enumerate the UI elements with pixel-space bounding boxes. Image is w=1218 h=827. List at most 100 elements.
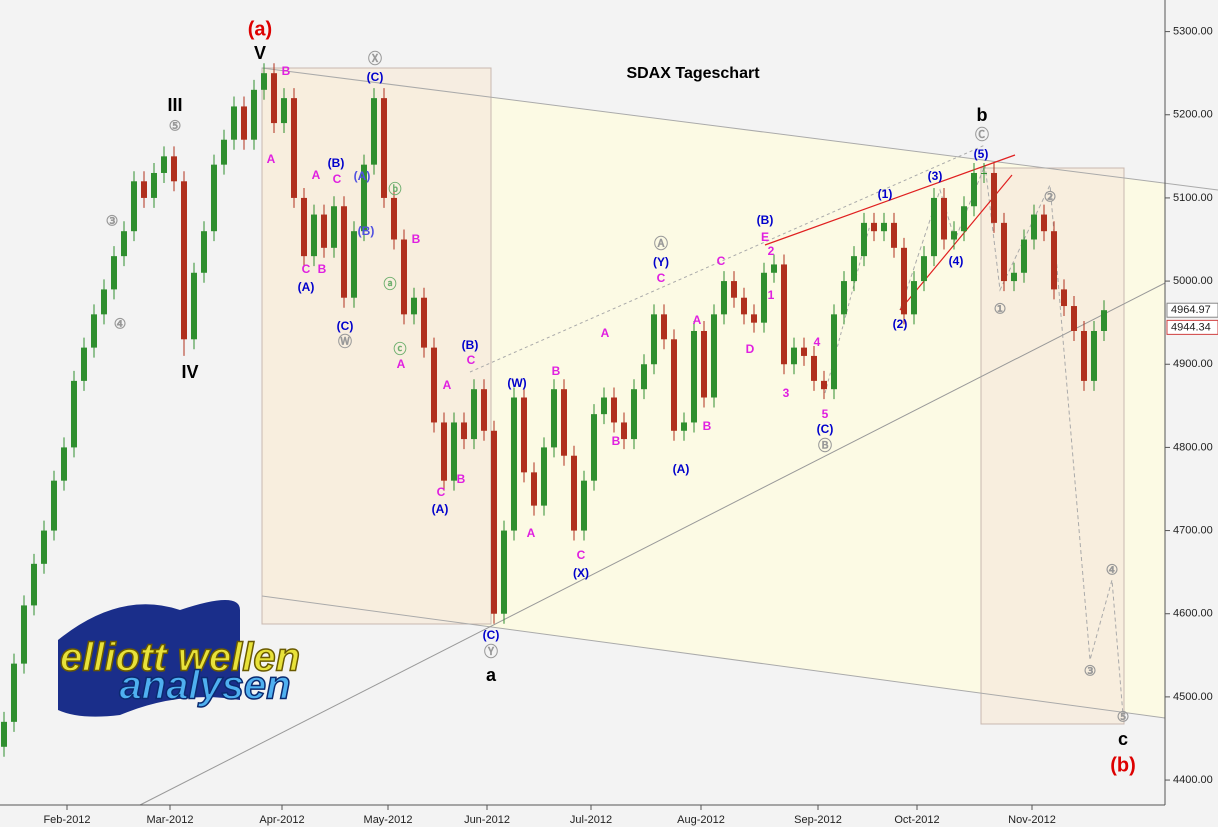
wave-label: Ⓦ bbox=[338, 334, 352, 350]
candle-body bbox=[131, 181, 137, 232]
candle-body bbox=[71, 380, 77, 448]
candle-body bbox=[101, 289, 107, 315]
wave-label: (2) bbox=[893, 317, 908, 331]
wave-label: C bbox=[333, 172, 342, 186]
wave-label: B bbox=[282, 64, 291, 78]
wave-label: E bbox=[761, 230, 769, 244]
wave-label: B bbox=[612, 434, 621, 448]
wave-label: A bbox=[267, 152, 276, 166]
wave-label: ③ bbox=[1084, 663, 1097, 679]
candle-body bbox=[61, 447, 67, 481]
y-tick-label: 5200.00 bbox=[1173, 109, 1213, 121]
wave-label: ④ bbox=[114, 316, 127, 332]
wave-label: (4) bbox=[949, 254, 964, 268]
candle-body bbox=[561, 389, 567, 456]
wave-label: D bbox=[746, 342, 755, 356]
candle-body bbox=[641, 364, 647, 390]
wave-label: B bbox=[552, 364, 561, 378]
x-tick-label: Jul-2012 bbox=[570, 814, 612, 826]
candle-body bbox=[41, 530, 47, 564]
candle-body bbox=[191, 272, 197, 340]
candle-body bbox=[861, 222, 867, 257]
candle-body bbox=[411, 297, 417, 315]
x-tick-label: Nov-2012 bbox=[1008, 814, 1056, 826]
wave-label: Ⓑ bbox=[818, 438, 832, 454]
candle-body bbox=[811, 355, 817, 381]
candle-body bbox=[521, 397, 527, 473]
wave-label: A bbox=[443, 378, 452, 392]
candle-body bbox=[1, 721, 7, 747]
candle-body bbox=[751, 314, 757, 323]
candle-body bbox=[1071, 306, 1077, 331]
wave-label: ⓒ bbox=[393, 341, 406, 356]
wave-label: B bbox=[412, 232, 421, 246]
wave-label: ① bbox=[994, 301, 1007, 317]
y-tick-label: 4700.00 bbox=[1173, 524, 1213, 536]
candle-body bbox=[501, 530, 507, 614]
wave-label: A bbox=[527, 526, 536, 540]
wave-label: (a) bbox=[248, 18, 272, 40]
candle-body bbox=[871, 222, 877, 232]
candle-body bbox=[391, 197, 397, 240]
y-tick-label: 4900.00 bbox=[1173, 358, 1213, 370]
wave-label: Ⓨ bbox=[484, 644, 498, 660]
candle-body bbox=[531, 472, 537, 506]
y-tick-label: 4400.00 bbox=[1173, 774, 1213, 786]
wave-label: ⓑ bbox=[388, 181, 401, 196]
candle-body bbox=[231, 106, 237, 140]
candle-body bbox=[491, 430, 497, 614]
candle-body bbox=[1011, 272, 1017, 282]
candle-body bbox=[91, 314, 97, 348]
candle-body bbox=[511, 397, 517, 531]
wave-label: (Y) bbox=[653, 255, 669, 269]
candle-body bbox=[961, 206, 967, 232]
candle-body bbox=[1021, 239, 1027, 273]
candle-body bbox=[241, 106, 247, 140]
logo: elliott wellen analysen bbox=[58, 600, 301, 717]
candle-body bbox=[901, 247, 907, 315]
wave-label: A bbox=[312, 168, 321, 182]
x-tick-label: Sep-2012 bbox=[794, 814, 842, 826]
wave-label: ③ bbox=[106, 213, 119, 229]
candle-body bbox=[81, 347, 87, 381]
channel-line bbox=[261, 67, 1218, 191]
wave-label: (W) bbox=[507, 376, 526, 390]
candle-body bbox=[921, 256, 927, 282]
candle-body bbox=[261, 73, 267, 90]
candle-body bbox=[551, 389, 557, 448]
candle-body bbox=[331, 206, 337, 248]
wave-label: C bbox=[717, 254, 726, 268]
wave-label: (A) bbox=[432, 502, 449, 516]
candle-body bbox=[221, 139, 227, 165]
x-tick-label: Apr-2012 bbox=[259, 814, 304, 826]
wave-label: III bbox=[167, 95, 182, 115]
candle-body bbox=[731, 281, 737, 298]
candle-body bbox=[741, 297, 747, 315]
logo-text: elliott wellen bbox=[60, 636, 300, 680]
candle-body bbox=[271, 73, 277, 124]
candle-body bbox=[1091, 330, 1097, 381]
candle-body bbox=[691, 330, 697, 423]
price-tag: 4944.34 bbox=[1171, 321, 1211, 333]
candle-body bbox=[211, 164, 217, 232]
wave-label: (X) bbox=[573, 566, 589, 580]
candle-body bbox=[441, 422, 447, 481]
wave-label: C bbox=[302, 262, 311, 276]
wave-label: (B) bbox=[462, 338, 479, 352]
wave-label: ② bbox=[1044, 189, 1057, 205]
candle-body bbox=[591, 414, 597, 481]
wedge-line bbox=[764, 154, 1016, 246]
candle-body bbox=[991, 172, 997, 223]
wave-label: (5) bbox=[974, 147, 989, 161]
candle-body bbox=[1061, 289, 1067, 307]
candle-body bbox=[791, 347, 797, 365]
wave-label: A bbox=[693, 313, 702, 327]
wave-label: Ⓐ bbox=[654, 236, 668, 252]
candle-body bbox=[1051, 231, 1057, 290]
wave-label: (A) bbox=[354, 169, 371, 183]
wave-label: B bbox=[318, 262, 327, 276]
wave-label: C bbox=[657, 271, 666, 285]
candle-body bbox=[891, 222, 897, 248]
wave-label: (C) bbox=[337, 319, 354, 333]
wave-label: (A) bbox=[673, 462, 690, 476]
